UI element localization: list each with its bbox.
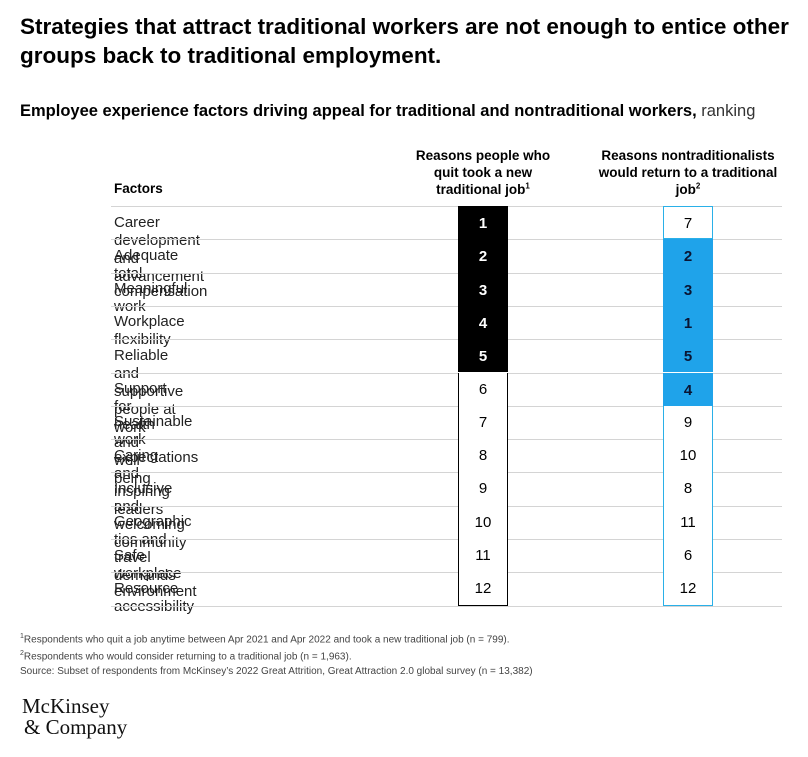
traditional-rank-cell: 5	[458, 339, 508, 373]
traditional-rank-cell: 3	[458, 272, 508, 306]
row-divider	[111, 372, 782, 374]
row-divider	[111, 405, 782, 407]
nontraditional-rank-cell: 9	[663, 405, 713, 440]
footnote-2: 2Respondents who would consider returnin…	[20, 647, 800, 664]
traditional-rank-cell: 4	[458, 305, 508, 340]
factor-label: Safe workplace environment	[114, 546, 197, 600]
nontraditional-rank-cell: 5	[663, 339, 713, 373]
nontraditional-rank-cell: 1	[663, 305, 713, 340]
factor-label: Sustainable work expectations	[114, 413, 199, 467]
traditional-column-header: Reasons people who quit took a new tradi…	[410, 147, 556, 198]
row-divider	[111, 472, 782, 474]
mckinsey-logo: McKinsey & Company	[22, 696, 127, 738]
traditional-rank-cell: 11	[458, 539, 508, 573]
factor-label: Support for health and well-being	[114, 380, 167, 487]
footnote-marker-1: 1	[525, 181, 530, 191]
row-divider	[111, 305, 782, 307]
row-divider	[111, 605, 782, 607]
footnote-1: 1Respondents who quit a job anytime betw…	[20, 630, 800, 647]
traditional-rank-cell: 12	[458, 572, 508, 606]
traditional-rank-cell: 1	[458, 206, 508, 240]
nontraditional-column-label: Reasons nontraditionalists would return …	[598, 148, 778, 197]
row-divider	[111, 572, 782, 574]
nontraditional-rank-cell: 2	[663, 239, 713, 273]
row-divider	[111, 539, 782, 540]
factor-label: Workplace flexibility	[114, 313, 185, 349]
traditional-rank-cell: 9	[458, 472, 508, 506]
row-divider	[111, 272, 782, 274]
factor-label: Resource accessibility	[114, 579, 195, 615]
nontraditional-rank-cell: 7	[663, 206, 713, 240]
chart-subtitle: Employee experience factors driving appe…	[20, 100, 805, 122]
traditional-rank-cell: 10	[458, 505, 508, 539]
row-divider	[111, 206, 782, 207]
footnotes: 1Respondents who quit a job anytime betw…	[20, 630, 800, 679]
chart-title: Strategies that attract traditional work…	[20, 14, 789, 68]
traditional-rank-cell: 6	[458, 372, 508, 406]
footnote-1-marker: 1	[20, 633, 24, 640]
footnote-2-text: Respondents who would consider returning…	[23, 651, 352, 663]
factor-label: Career development and advancement	[114, 213, 205, 285]
nontraditional-column-header: Reasons nontraditionalists would return …	[590, 147, 786, 198]
footnote-marker-2: 2	[695, 181, 701, 191]
traditional-rank-cell: 2	[458, 239, 508, 273]
nontraditional-rank-cell: 6	[663, 539, 713, 573]
subtitle-unit: ranking	[696, 102, 756, 120]
footnote-2-marker: 2	[20, 650, 24, 658]
factor-label: Adequate total compensation	[114, 246, 208, 300]
traditional-rank-cell: 7	[458, 405, 508, 440]
logo-line-2: & Company	[24, 715, 128, 739]
nontraditional-rank-cell: 11	[663, 505, 713, 539]
subtitle-lead: Employee experience factors driving appe…	[20, 102, 697, 120]
factors-column-header: Factors	[114, 181, 163, 196]
row-divider	[111, 439, 782, 441]
row-divider	[111, 339, 782, 341]
nontraditional-rank-cell: 10	[663, 439, 713, 473]
traditional-rank-cell: 8	[458, 439, 508, 473]
logo-line-1: McKinsey	[22, 694, 110, 718]
row-divider	[111, 239, 782, 241]
traditional-column-top-border	[458, 206, 508, 208]
footnote-1-text: Respondents who quit a job anytime betwe…	[23, 634, 510, 646]
nontraditional-rank-cell: 8	[663, 472, 713, 506]
factor-label: Caring and inspiring leaders	[114, 446, 170, 518]
nontraditional-rank-cell: 12	[663, 572, 713, 606]
factor-label: Meaningful work	[114, 280, 188, 316]
row-divider	[111, 505, 782, 507]
nontraditional-rank-cell: 3	[663, 272, 713, 306]
source-note: Source: Subset of respondents from McKin…	[20, 665, 533, 677]
traditional-column-label: Reasons people who quit took a new tradi…	[415, 148, 551, 197]
factor-label: Inclusive and welcoming community	[114, 479, 187, 551]
nontraditional-rank-cell: 4	[663, 372, 713, 406]
